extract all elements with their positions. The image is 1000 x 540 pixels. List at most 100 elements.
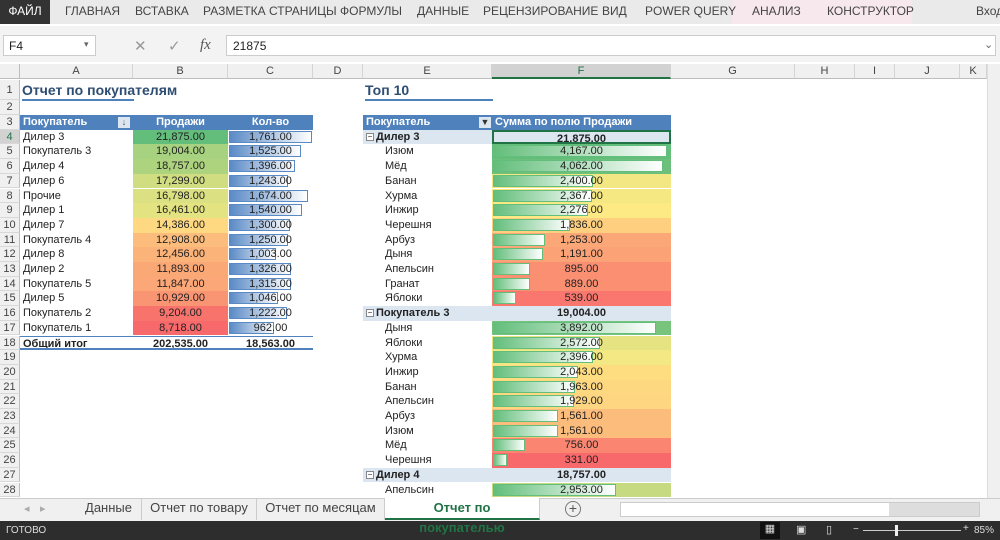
row-header-4[interactable]: 4 (0, 129, 20, 145)
select-all-button[interactable] (0, 64, 20, 79)
pivot-item-value: 2,953.00 (560, 483, 603, 496)
name-box-dropdown-icon[interactable]: ▾ (84, 39, 89, 49)
sheet-tab-1[interactable]: Отчет по товару (142, 498, 257, 520)
column-header-E[interactable]: E (363, 64, 492, 79)
page-layout-icon[interactable]: ▣ (796, 524, 807, 536)
sales-value: 12,456.00 (133, 247, 228, 262)
column-header-G[interactable]: G (671, 64, 795, 79)
insert-function-icon[interactable]: fx (200, 37, 211, 53)
row-header-7[interactable]: 7 (0, 173, 20, 189)
sheet-tab-2[interactable]: Отчет по месяцам (257, 498, 385, 520)
cancel-icon[interactable]: ✕ (134, 38, 147, 55)
pivot-group-total[interactable]: 21,875.00 (492, 129, 671, 145)
pivot-group-name[interactable]: Дилер 4 (363, 467, 492, 483)
pivot-item-value: 895.00 (564, 263, 599, 275)
row-header-17[interactable]: 17 (0, 320, 20, 336)
zoom-slider-thumb[interactable] (895, 525, 898, 536)
collapse-icon[interactable]: − (366, 308, 374, 318)
ribbon-tab-2[interactable]: ВСТАВКА (135, 4, 189, 18)
normal-view-icon[interactable]: ▦ (760, 522, 780, 539)
row-header-1[interactable]: 1 (0, 80, 20, 100)
ribbon-tab-8[interactable]: POWER QUERY (645, 4, 737, 18)
ribbon-tab-7[interactable]: ВИД (602, 4, 627, 18)
qty-value: 1,326.00 (249, 263, 292, 275)
collapse-icon[interactable]: − (366, 131, 374, 141)
row-header-10[interactable]: 10 (0, 217, 20, 233)
row-header-25[interactable]: 25 (0, 438, 20, 454)
column-header-D[interactable]: D (313, 64, 363, 79)
sales-value: 17,299.00 (133, 173, 228, 189)
qty-value: 962.00 (253, 321, 288, 334)
ribbon-tab-0[interactable]: ФАЙЛ (0, 0, 50, 24)
row-header-28[interactable]: 28 (0, 482, 20, 498)
collapse-icon[interactable]: − (366, 469, 374, 479)
row-header-11[interactable]: 11 (0, 232, 20, 248)
ribbon-tab-3[interactable]: РАЗМЕТКА СТРАНИЦЫ (203, 4, 337, 18)
vertical-scrollbar[interactable] (987, 64, 1000, 498)
sheet-tab-0[interactable]: Данные (76, 498, 142, 520)
ribbon-tab-1[interactable]: ГЛАВНАЯ (65, 4, 121, 18)
row-header-6[interactable]: 6 (0, 159, 20, 174)
column-header-C[interactable]: C (228, 64, 313, 79)
row-header-26[interactable]: 26 (0, 453, 20, 468)
column-header-I[interactable]: I (855, 64, 895, 79)
sort-icon[interactable]: ↓ (118, 117, 130, 128)
row-header-23[interactable]: 23 (0, 409, 20, 424)
qty-data-bar (229, 174, 288, 187)
row-header-20[interactable]: 20 (0, 364, 20, 380)
pivot-item-name: Яблоки (385, 292, 423, 305)
ribbon-tab-9[interactable]: АНАЛИЗ (752, 4, 801, 18)
row-header-15[interactable]: 15 (0, 291, 20, 307)
ribbon-tab-10[interactable]: КОНСТРУКТОР (827, 4, 914, 18)
column-header-A[interactable]: A (20, 64, 133, 79)
horizontal-scrollbar[interactable] (620, 502, 980, 517)
row-header-27[interactable]: 27 (0, 467, 20, 483)
ribbon-tab-4[interactable]: ФОРМУЛЫ (340, 4, 403, 18)
row-header-22[interactable]: 22 (0, 394, 20, 409)
name-box[interactable]: F4 (3, 35, 96, 56)
pivot-data-bar (493, 483, 616, 496)
pivot-group-name[interactable]: Покупатель 3 (363, 306, 492, 321)
row-header-8[interactable]: 8 (0, 188, 20, 204)
row-header-19[interactable]: 19 (0, 350, 20, 365)
column-header-J[interactable]: J (895, 64, 960, 79)
filter-icon[interactable]: ▼ (479, 117, 491, 128)
row-header-13[interactable]: 13 (0, 262, 20, 277)
pivot-item-name: Банан (385, 380, 417, 393)
sheet-scroll-right-icon[interactable]: ▸ (40, 503, 46, 515)
expand-formula-icon[interactable]: ⌄ (984, 39, 994, 51)
qty-value: 1,525.00 (249, 145, 292, 158)
column-header-F[interactable]: F (492, 64, 671, 79)
row-header-14[interactable]: 14 (0, 276, 20, 292)
sheet-tab-3[interactable]: Отчет по покупателью (385, 498, 540, 535)
pivot-item-bg (492, 291, 671, 307)
row-header-2[interactable]: 2 (0, 100, 20, 115)
row-header-24[interactable]: 24 (0, 423, 20, 439)
enter-icon[interactable]: ✓ (168, 38, 181, 55)
qty-value: 1,243.00 (249, 174, 292, 187)
pivot-item-value: 2,367.00 (560, 189, 603, 202)
page-break-icon[interactable]: ▯ (826, 524, 833, 536)
row-header-16[interactable]: 16 (0, 306, 20, 321)
column-header-K[interactable]: K (960, 64, 987, 79)
ribbon-tab-5[interactable]: ДАННЫЕ (417, 4, 470, 18)
row-header-12[interactable]: 12 (0, 247, 20, 262)
row-header-3[interactable]: 3 (0, 115, 20, 130)
row-header-21[interactable]: 21 (0, 379, 20, 395)
zoom-slider[interactable] (863, 530, 961, 531)
pivot-group-name[interactable]: Дилер 3 (363, 129, 492, 145)
add-sheet-icon[interactable]: + (565, 501, 581, 517)
sign-in-link[interactable]: Вход (976, 4, 1000, 18)
zoom-out-icon[interactable]: − (853, 524, 859, 535)
sheet-scroll-left-icon[interactable]: ◂ (24, 503, 30, 515)
formula-input[interactable]: 21875 (226, 35, 996, 56)
zoom-in-icon[interactable]: + (963, 523, 969, 534)
row-header-9[interactable]: 9 (0, 203, 20, 218)
row-header-18[interactable]: 18 (0, 335, 20, 351)
buyer-name: Покупатель 5 (23, 277, 92, 290)
ribbon-tab-6[interactable]: РЕЦЕНЗИРОВАНИЕ (483, 4, 599, 18)
column-header-B[interactable]: B (133, 64, 228, 79)
pivot-item-value: 1,191.00 (560, 248, 603, 261)
column-header-H[interactable]: H (795, 64, 855, 79)
row-header-5[interactable]: 5 (0, 144, 20, 160)
